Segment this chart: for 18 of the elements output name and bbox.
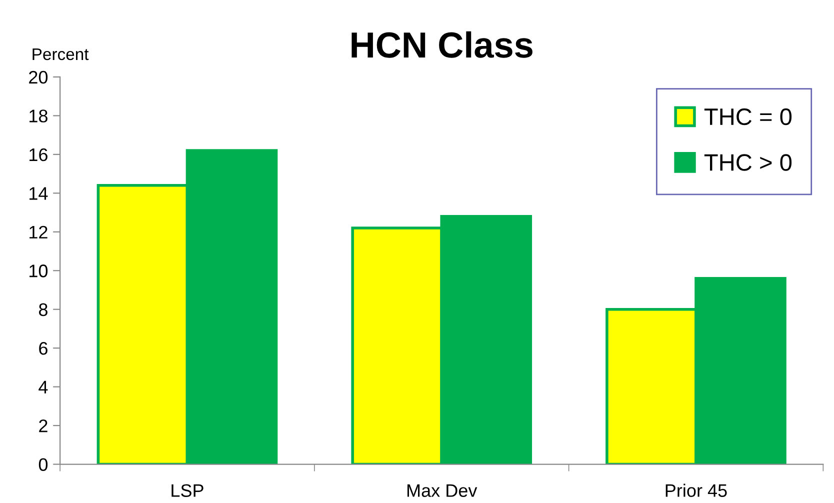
y-tick-label: 0 — [38, 458, 48, 471]
y-tick-label: 12 — [30, 226, 48, 238]
y-axis-title: Percent — [32, 48, 89, 60]
y-tick-label: 14 — [30, 187, 48, 200]
legend-label: THC > 0 — [704, 154, 792, 171]
chart-title: HCN Class — [352, 31, 532, 58]
x-tick-label: Max Dev — [407, 484, 478, 497]
y-tick-label: 6 — [39, 342, 48, 355]
y-tick-label: 2 — [39, 419, 48, 432]
x-tick-label: Prior 45 — [666, 484, 727, 497]
y-tick-label: 4 — [38, 380, 48, 394]
y-tick-label: 16 — [30, 148, 48, 162]
y-tick-label: 20 — [29, 70, 48, 84]
y-tick-label: 18 — [30, 110, 48, 122]
x-tick-label: LSP — [172, 484, 204, 497]
y-tick-label: 10 — [30, 264, 48, 278]
y-tick-label: 8 — [38, 303, 48, 316]
legend-label: THC = 0 — [704, 108, 792, 126]
